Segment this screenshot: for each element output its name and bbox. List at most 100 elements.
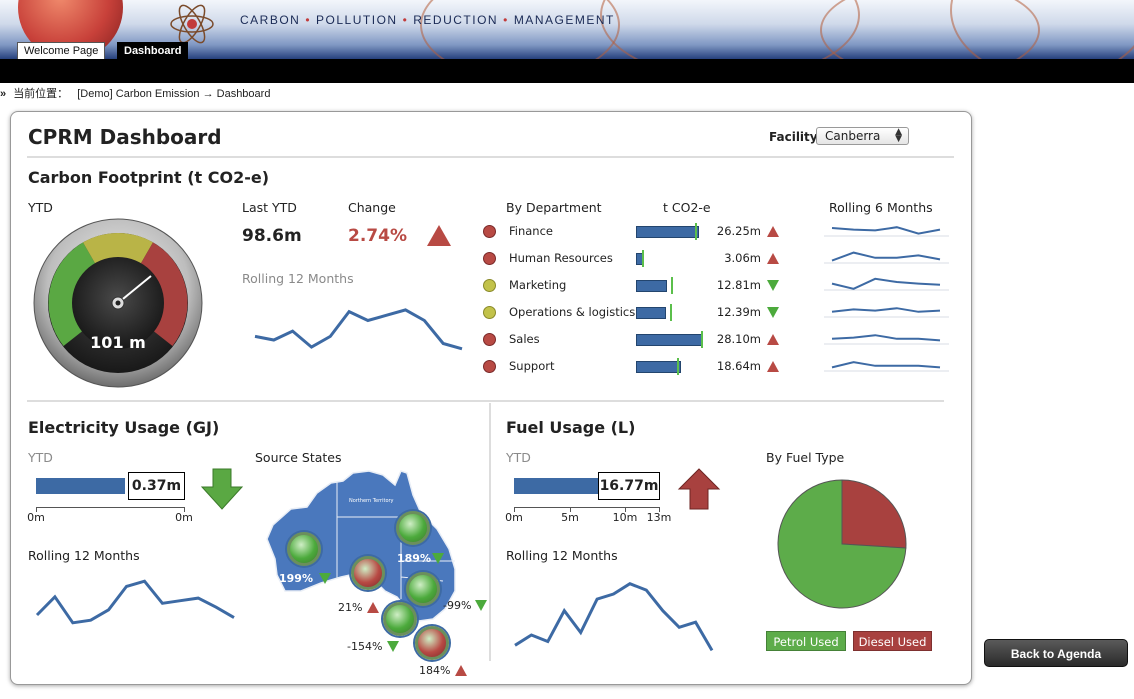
department-value: 12.39m [716,305,761,319]
axis-tick-label: 10m [612,511,638,524]
facility-value: Canberra [825,129,881,143]
sparkline [831,334,941,342]
carbon-ytd-label: YTD [28,200,53,215]
change-label: Change [348,200,396,215]
decorative-swirl [420,0,620,60]
trend-up-icon [767,253,779,264]
electricity-down-arrow-icon [200,468,244,510]
trend-down-icon [387,641,399,652]
legend-petrol: Petrol Used [766,631,846,651]
status-dot-icon [483,306,496,319]
fuel-rolling-line [514,582,714,652]
electricity-ytd-value: 0.37m [128,472,185,500]
department-name: Human Resources [509,251,613,265]
department-value: 12.81m [716,278,761,292]
department-value: 18.64m [716,359,761,373]
trend-down-icon [767,307,779,318]
department-bar [636,334,704,346]
change-up-triangle-icon [427,225,451,246]
status-dot-icon [483,225,496,238]
department-value: 3.06m [724,251,761,265]
state-change-label: -154% [347,640,383,653]
brand-word: REDUCTION [413,13,499,27]
fuel-rolling-chart [514,582,714,652]
state-status-marker[interactable] [351,556,385,590]
department-target-marker [671,277,674,294]
department-target-marker [677,358,680,375]
status-dot-icon [483,333,496,346]
pie-slice-petrol [777,479,907,609]
dashboard-card: CPRM Dashboard Facility Canberra ▲ ▼ Carb… [10,111,972,685]
breadcrumb: » 当前位置： [Demo] Carbon Emission → Dashboa… [0,85,270,101]
status-dot-icon [483,252,496,265]
state-status-marker[interactable] [406,572,440,606]
breadcrumb-path: [Demo] Carbon Emission → Dashboard [77,88,271,100]
state-status-marker[interactable] [415,626,449,660]
electricity-rolling-line [35,579,235,625]
department-target-marker [694,223,697,240]
trend-down-icon [319,573,331,584]
axis-tick-label: 0m [27,511,45,524]
state-status-marker[interactable] [287,532,321,566]
electricity-ytd-label: YTD [28,450,53,465]
department-row[interactable]: Human Resources 3.06m [483,249,783,269]
department-row[interactable]: Marketing 12.81m [483,276,783,296]
carbon-section-title: Carbon Footprint (t CO2-e) [28,168,269,187]
electricity-axis [36,507,185,508]
sparkline [831,361,941,369]
pie-slice-diesel [841,479,907,549]
back-to-agenda-button[interactable]: Back to Agenda [984,639,1128,667]
department-row[interactable]: Finance 26.25m [483,222,783,242]
axis-tick-label: 0m [505,511,523,524]
brand-word: CARBON [240,13,301,27]
department-name: Operations & logistics [509,305,636,319]
department-target-marker [642,250,645,267]
double-chevron-icon: » [0,88,7,100]
department-name: Support [509,359,555,373]
department-row[interactable]: Sales 28.10m [483,330,783,350]
trend-down-icon [767,280,779,291]
carbon-rolling-label: Rolling 12 Months [242,271,354,286]
state-label: Northern Territory [349,498,394,504]
sparkline [831,251,941,262]
trend-down-icon [475,600,487,611]
axis-tick-label: 13m [646,511,672,524]
fuel-ytd-value: 16.77m [598,472,660,500]
sparkline [831,226,941,235]
fuel-up-arrow-icon [677,468,721,510]
state-status-marker[interactable] [383,602,417,636]
facility-select[interactable]: Canberra ▲ ▼ [816,127,909,145]
rolling-6-label: Rolling 6 Months [829,200,933,215]
department-row[interactable]: Support 18.64m [483,357,783,377]
select-arrows-icon: ▲ ▼ [895,127,902,144]
axis-tick [570,507,571,512]
department-name: Marketing [509,278,567,292]
department-value: 26.25m [716,224,761,238]
brand-word: MANAGEMENT [513,13,615,27]
state-change-label: 21% [338,601,363,614]
department-bar [636,307,666,319]
tab-dashboard[interactable]: Dashboard [117,42,189,59]
department-bar [636,280,667,292]
fuel-ytd-label: YTD [506,450,531,465]
tab-welcome-page[interactable]: Welcome Page [17,42,106,59]
divider [27,400,944,402]
department-target-marker [700,331,703,348]
electricity-rolling-label: Rolling 12 Months [28,548,140,563]
decorative-swirl [950,0,1134,60]
department-value: 28.10m [716,332,761,346]
state-status-marker[interactable] [396,511,430,545]
breadcrumb-prefix: 当前位置： [13,88,69,100]
department-row[interactable]: Operations & logistics 12.39m [483,303,783,323]
legend-diesel: Diesel Used [853,631,932,651]
fuel-section-title: Fuel Usage (L) [506,418,636,437]
electricity-rolling-chart [35,579,235,625]
sparkline [831,277,941,290]
facility-label: Facility [769,130,818,144]
axis-tick [36,507,37,512]
source-states-label: Source States [255,450,342,465]
vertical-divider [489,403,491,661]
page-title: CPRM Dashboard [28,125,222,149]
by-fuel-type-label: By Fuel Type [766,450,845,465]
fuel-rolling-label: Rolling 12 Months [506,548,618,563]
